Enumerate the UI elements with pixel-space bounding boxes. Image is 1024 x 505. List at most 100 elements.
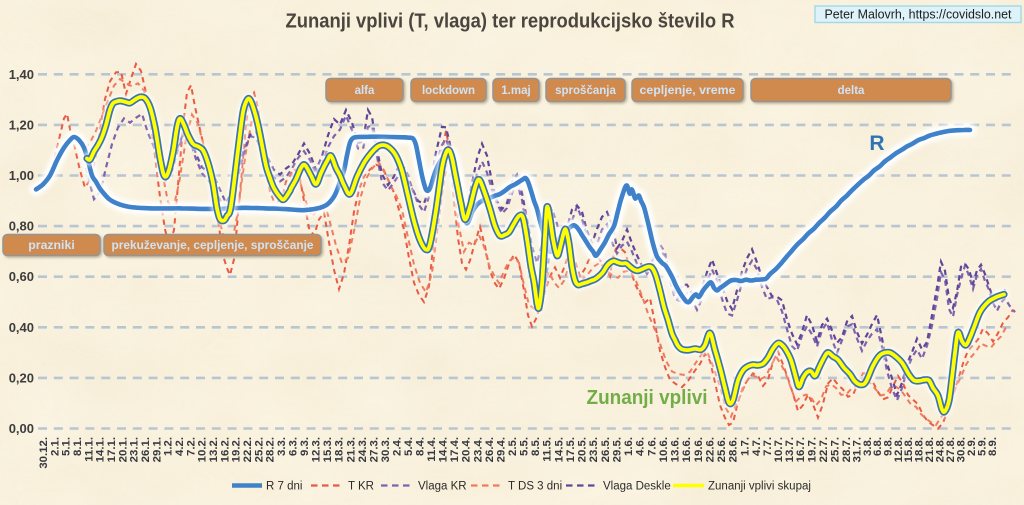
svg-text:23.4.: 23.4. [472,437,484,462]
svg-text:13.7.: 13.7. [784,437,796,462]
svg-text:19.2.: 19.2. [231,437,243,462]
svg-text:13.6.: 13.6. [670,437,682,462]
svg-text:3.8.: 3.8. [862,437,874,456]
svg-text:19.7.: 19.7. [807,437,819,462]
svg-text:20.5.: 20.5. [577,437,589,462]
svg-text:14.1.: 14.1. [95,437,107,462]
svg-text:0,40: 0,40 [9,320,34,335]
svg-text:25.6.: 25.6. [716,437,728,462]
svg-text:26.4.: 26.4. [484,437,496,462]
svg-text:R: R [869,132,884,155]
svg-text:1.6.: 1.6. [623,437,635,456]
svg-text:23.1.: 23.1. [129,437,141,462]
svg-text:17.1.: 17.1. [106,437,118,462]
svg-text:16.6.: 16.6. [681,437,693,462]
svg-text:22.7.: 22.7. [818,437,830,462]
svg-text:11.4.: 11.4. [426,437,438,462]
svg-text:25.7.: 25.7. [830,437,842,462]
svg-text:16.7.: 16.7. [795,437,807,462]
svg-text:Peter Malovrh, https://covidsl: Peter Malovrh, https://covidslo.net [825,8,1013,22]
svg-text:T DS 3 dni: T DS 3 dni [508,481,562,493]
svg-text:0,80: 0,80 [9,219,34,234]
svg-text:13.2.: 13.2. [208,437,220,462]
svg-text:7.7.: 7.7. [762,437,774,456]
svg-text:9.3.: 9.3. [299,437,311,456]
svg-text:29.1.: 29.1. [151,437,163,462]
svg-text:21.3.: 21.3. [345,437,357,462]
svg-text:0,00: 0,00 [9,421,34,436]
svg-text:5.1.: 5.1. [61,437,73,456]
svg-text:lockdown: lockdown [422,85,475,97]
svg-text:1,20: 1,20 [9,117,34,132]
svg-text:delta: delta [838,85,865,97]
svg-text:28.6.: 28.6. [728,437,740,462]
svg-text:18.3.: 18.3. [334,437,346,462]
svg-text:alfa: alfa [355,85,375,97]
svg-text:20.4.: 20.4. [461,437,473,462]
svg-text:prazniki: prazniki [28,238,74,252]
svg-text:23.5.: 23.5. [588,437,600,462]
svg-text:28.2.: 28.2. [265,437,277,462]
svg-text:1.maj: 1.maj [501,85,530,97]
svg-text:prekuževanje, cepljenje, sproš: prekuževanje, cepljenje, sproščanje [112,238,314,252]
svg-text:26.5.: 26.5. [600,437,612,462]
svg-text:27.8.: 27.8. [945,437,957,462]
svg-text:19.6.: 19.6. [693,437,705,462]
svg-text:8.9.: 8.9. [987,437,999,456]
svg-text:3.3.: 3.3. [276,437,288,456]
svg-text:22.2.: 22.2. [242,437,254,462]
svg-text:cepljenje, vreme: cepljenje, vreme [640,85,736,97]
svg-text:24.3.: 24.3. [357,437,369,462]
svg-text:1.2.: 1.2. [163,437,175,456]
svg-text:18.8.: 18.8. [914,437,926,462]
svg-text:1,40: 1,40 [9,67,34,82]
svg-text:10.2.: 10.2. [197,437,209,462]
svg-text:5.5.: 5.5. [519,437,531,456]
svg-text:14.5.: 14.5. [553,437,565,462]
svg-text:6.3.: 6.3. [288,437,300,456]
svg-text:Vlaga Deskle: Vlaga Deskle [603,481,671,493]
svg-text:14.4.: 14.4. [438,437,450,462]
svg-text:17.5.: 17.5. [565,437,577,462]
svg-text:1.7.: 1.7. [739,437,751,456]
svg-text:4.6.: 4.6. [635,437,647,456]
svg-text:2.1.: 2.1. [49,437,61,456]
svg-text:8.4.: 8.4. [415,437,427,456]
svg-text:17.4.: 17.4. [449,437,461,462]
svg-text:2.4.: 2.4. [392,437,404,456]
svg-text:25.2.: 25.2. [253,437,265,462]
svg-text:27.3.: 27.3. [368,437,380,462]
svg-text:30.8.: 30.8. [956,437,968,462]
svg-text:1,00: 1,00 [9,168,34,183]
svg-text:12.8.: 12.8. [893,437,905,462]
svg-text:30.3.: 30.3. [380,437,392,462]
svg-text:22.6.: 22.6. [705,437,717,462]
svg-text:24.8.: 24.8. [935,437,947,462]
svg-text:Zunanji vplivi (T, vlaga) ter: Zunanji vplivi (T, vlaga) ter reprodukci… [286,11,736,33]
svg-text:Zunanji vplivi: Zunanji vplivi [587,387,708,409]
svg-text:T KR: T KR [348,481,374,493]
svg-text:21.8.: 21.8. [924,437,936,462]
svg-text:31.7.: 31.7. [851,437,863,462]
svg-text:26.1.: 26.1. [140,437,152,462]
svg-text:8.1.: 8.1. [72,437,84,456]
svg-text:28.7.: 28.7. [841,437,853,462]
svg-text:8.5.: 8.5. [530,437,542,456]
svg-text:10.7.: 10.7. [773,437,785,462]
svg-text:4.7.: 4.7. [751,437,763,456]
svg-text:0,60: 0,60 [9,269,34,284]
svg-text:7.6.: 7.6. [646,437,658,456]
svg-text:2.9.: 2.9. [966,437,978,456]
svg-text:30.12.: 30.12. [38,437,50,469]
svg-text:12.3.: 12.3. [311,437,323,462]
svg-text:R 7 dni: R 7 dni [266,481,302,493]
svg-text:Vlaga KR: Vlaga KR [418,481,467,493]
svg-text:0,20: 0,20 [9,370,34,385]
svg-text:9.8.: 9.8. [883,437,895,456]
svg-text:sproščanja: sproščanja [555,85,616,97]
svg-text:4.2.: 4.2. [174,437,186,456]
svg-text:20.1.: 20.1. [117,437,129,462]
svg-text:5.4.: 5.4. [403,437,415,456]
svg-text:10.6.: 10.6. [658,437,670,462]
svg-text:6.8.: 6.8. [872,437,884,456]
